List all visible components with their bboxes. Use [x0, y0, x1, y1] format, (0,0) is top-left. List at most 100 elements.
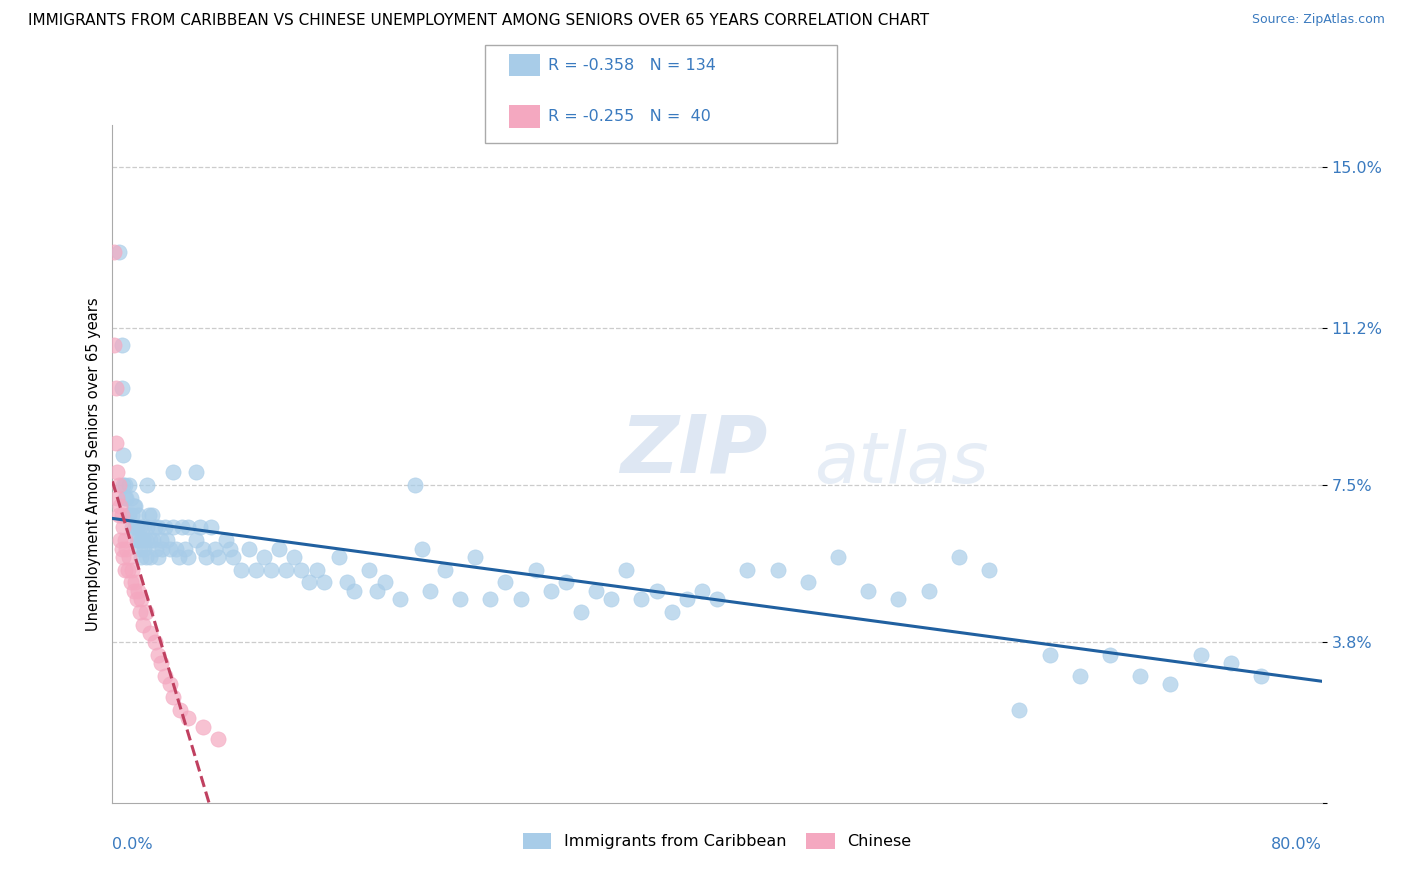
Point	[146, 520, 169, 534]
Point	[128, 520, 150, 534]
Point	[177, 520, 200, 534]
Point	[132, 533, 155, 547]
Point	[146, 549, 169, 565]
Point	[177, 549, 200, 565]
Point	[630, 592, 652, 607]
Point	[125, 520, 148, 534]
Point	[464, 549, 486, 565]
Point	[162, 466, 184, 480]
Point	[110, 541, 132, 556]
Point	[165, 541, 187, 556]
Point	[1159, 677, 1181, 691]
Point	[222, 549, 245, 565]
Point	[129, 592, 152, 607]
Point	[115, 541, 138, 556]
Text: ZIP: ZIP	[620, 411, 768, 490]
Point	[167, 549, 190, 565]
Point	[479, 592, 502, 607]
Point	[336, 575, 359, 590]
Point	[146, 648, 169, 662]
Point	[1250, 669, 1272, 683]
Point	[155, 520, 177, 534]
Point	[374, 575, 396, 590]
Point	[114, 563, 136, 577]
Point	[298, 575, 321, 590]
Point	[114, 491, 136, 505]
Point	[108, 500, 131, 514]
Point	[1098, 648, 1121, 662]
Point	[145, 541, 167, 556]
Point	[135, 549, 157, 565]
Point	[110, 338, 132, 352]
Point	[124, 575, 146, 590]
Point	[136, 478, 159, 492]
Point	[139, 549, 162, 565]
Point	[122, 500, 145, 514]
Point	[122, 583, 145, 598]
Point	[524, 563, 547, 577]
Point	[706, 592, 728, 607]
Point	[328, 549, 350, 565]
Text: IMMIGRANTS FROM CARIBBEAN VS CHINESE UNEMPLOYMENT AMONG SENIORS OVER 65 YEARS CO: IMMIGRANTS FROM CARIBBEAN VS CHINESE UNE…	[28, 13, 929, 29]
Point	[200, 520, 222, 534]
Point	[238, 541, 260, 556]
Point	[509, 592, 531, 607]
Point	[600, 592, 623, 607]
Point	[114, 478, 136, 492]
Point	[554, 575, 576, 590]
Point	[191, 719, 214, 733]
Point	[142, 533, 165, 547]
Point	[1220, 656, 1243, 670]
Point	[419, 583, 441, 598]
Point	[645, 583, 668, 598]
Point	[138, 508, 160, 522]
Point	[204, 541, 226, 556]
Point	[150, 541, 173, 556]
Point	[796, 575, 818, 590]
Point	[118, 478, 141, 492]
Point	[149, 533, 172, 547]
Point	[103, 244, 125, 259]
Point	[135, 605, 157, 619]
Point	[411, 541, 433, 556]
Point	[112, 520, 135, 534]
Point	[737, 563, 759, 577]
Point	[229, 563, 252, 577]
Point	[159, 677, 181, 691]
Point	[314, 575, 336, 590]
Point	[207, 549, 229, 565]
Point	[127, 533, 149, 547]
Point	[195, 549, 218, 565]
Point	[1129, 669, 1152, 683]
Point	[1008, 703, 1031, 717]
Point	[125, 533, 148, 547]
Point	[177, 711, 200, 725]
Point	[107, 244, 129, 259]
Point	[585, 583, 607, 598]
Point	[155, 669, 177, 683]
Point	[118, 508, 141, 522]
Point	[174, 541, 197, 556]
Point	[134, 541, 156, 556]
Point	[449, 592, 471, 607]
Point	[124, 500, 146, 514]
Point	[343, 583, 366, 598]
Point	[948, 549, 970, 565]
Point	[856, 583, 880, 598]
Point	[104, 435, 127, 450]
Point	[977, 563, 1000, 577]
Point	[260, 563, 283, 577]
Point	[661, 605, 683, 619]
Point	[110, 380, 132, 394]
Point	[136, 520, 159, 534]
Point	[690, 583, 713, 598]
Text: R = -0.358   N = 134: R = -0.358 N = 134	[548, 58, 716, 72]
Text: Source: ZipAtlas.com: Source: ZipAtlas.com	[1251, 13, 1385, 27]
Point	[283, 549, 305, 565]
Point	[143, 635, 166, 649]
Point	[120, 575, 142, 590]
Point	[143, 520, 166, 534]
Point	[827, 549, 849, 565]
Point	[1038, 648, 1062, 662]
Point	[1189, 648, 1212, 662]
